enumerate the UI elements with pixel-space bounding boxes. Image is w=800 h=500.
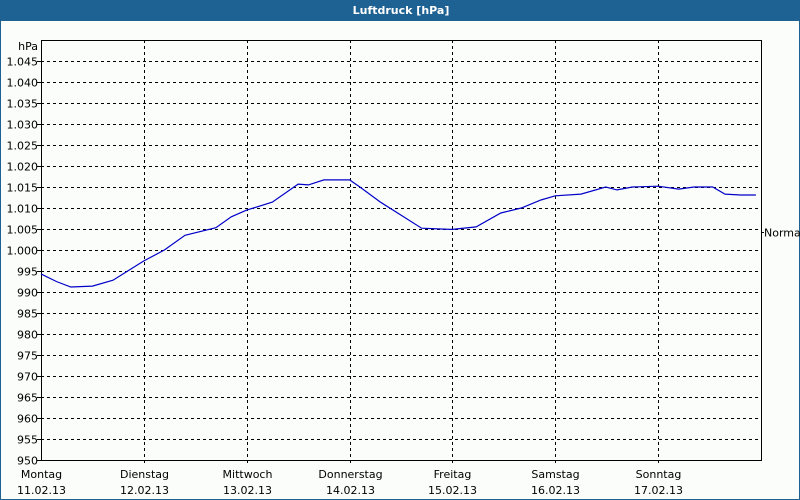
x-day-label: Sonntag bbox=[636, 468, 682, 481]
y-tick-label: 1.015 bbox=[7, 182, 39, 195]
x-date-label: 15.02.13 bbox=[428, 484, 477, 497]
pressure-line bbox=[40, 179, 756, 288]
y-tick-label: 1.020 bbox=[7, 161, 39, 174]
y-tick-label: 1.045 bbox=[7, 56, 39, 69]
x-date-label: 16.02.13 bbox=[531, 484, 580, 497]
y-tick-label: 980 bbox=[17, 329, 38, 342]
x-day-label: Dienstag bbox=[120, 468, 169, 481]
y-tick-label: 985 bbox=[17, 308, 38, 321]
y-tick-label: 1.040 bbox=[7, 77, 39, 90]
x-date-label: 17.02.13 bbox=[634, 484, 683, 497]
y-tick-label: 1.030 bbox=[7, 119, 39, 132]
y-tick-label: 975 bbox=[17, 350, 38, 363]
x-day-label: Donnerstag bbox=[318, 468, 382, 481]
x-date-label: 12.02.13 bbox=[120, 484, 169, 497]
x-day-label: Mittwoch bbox=[223, 468, 273, 481]
plot-border bbox=[41, 40, 762, 461]
x-date-label: 14.02.13 bbox=[326, 484, 375, 497]
y-tick-label: 1.025 bbox=[7, 140, 39, 153]
x-day-label: Samstag bbox=[531, 468, 579, 481]
y-tick-label: 960 bbox=[17, 413, 38, 426]
x-day-label: Freitag bbox=[434, 468, 472, 481]
y-tick-label: 1.000 bbox=[7, 245, 39, 258]
y-tick-label: 990 bbox=[17, 287, 38, 300]
normal-label: Normal bbox=[764, 227, 800, 240]
y-tick-label: 1.010 bbox=[7, 203, 39, 216]
y-tick-label: 955 bbox=[17, 434, 38, 447]
y-tick-label: 950 bbox=[17, 455, 38, 468]
chart-title: Luftdruck [hPa] bbox=[1, 0, 800, 21]
y-tick-label: 970 bbox=[17, 371, 38, 384]
y-tick-label: 995 bbox=[17, 266, 38, 279]
y-tick-label: 1.005 bbox=[7, 224, 39, 237]
x-day-label: Montag bbox=[21, 468, 62, 481]
x-date-label: 13.02.13 bbox=[223, 484, 272, 497]
y-tick-label: 1.035 bbox=[7, 98, 39, 111]
y-tick-label: 965 bbox=[17, 392, 38, 405]
x-date-label: 11.02.13 bbox=[17, 484, 66, 497]
y-axis-unit: hPa bbox=[18, 40, 38, 53]
